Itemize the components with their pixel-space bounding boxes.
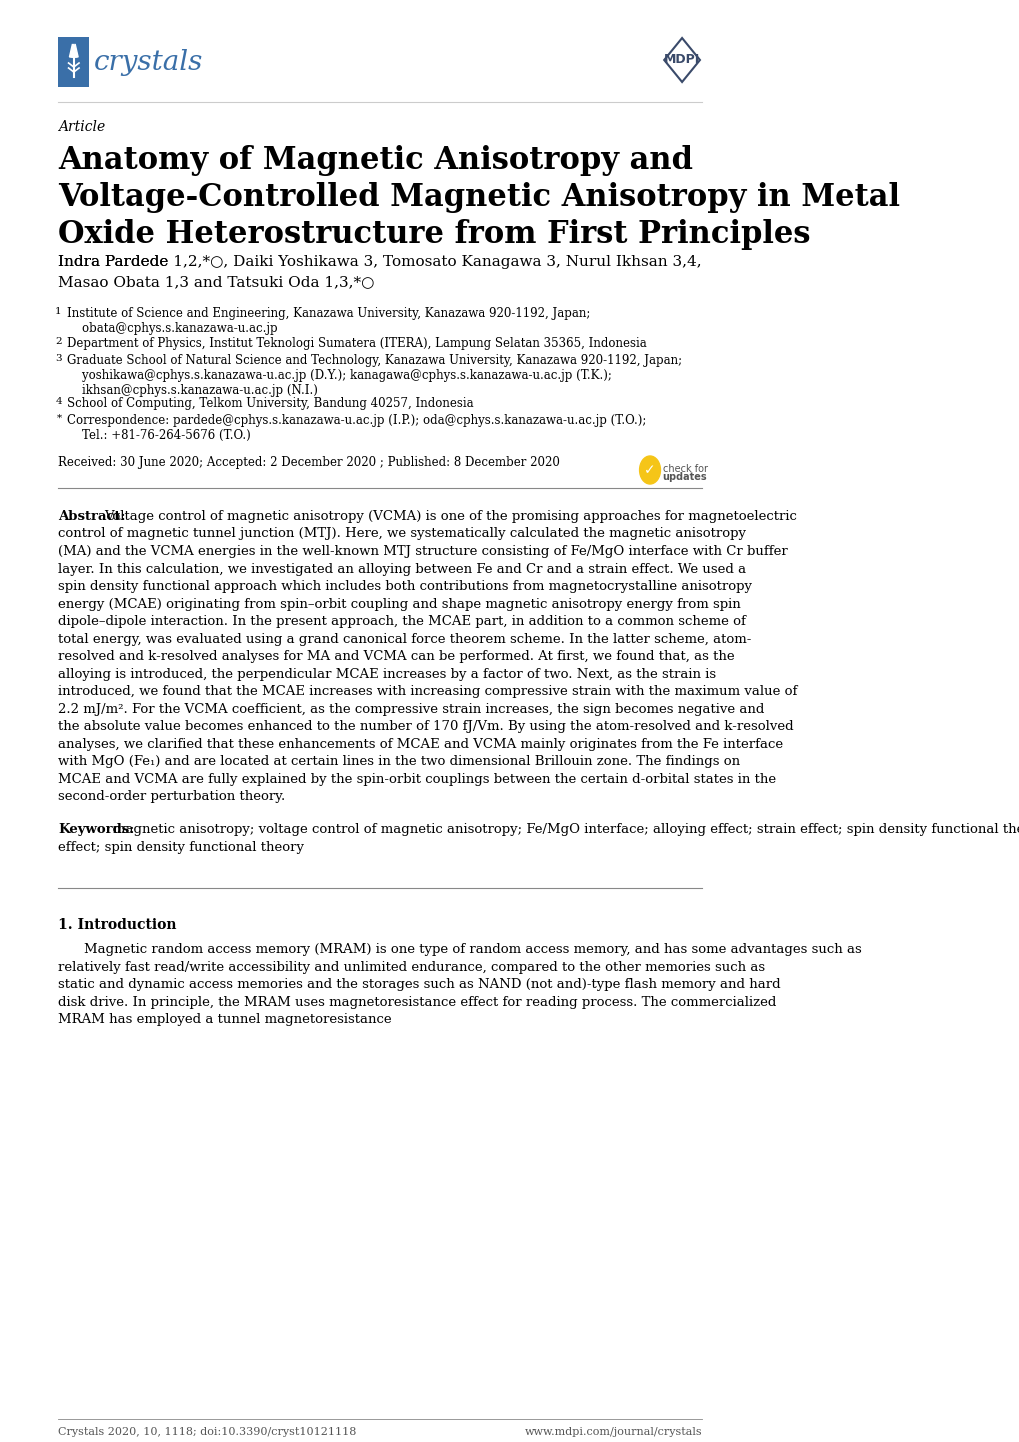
Text: disk drive. In principle, the MRAM uses magnetoresistance effect for reading pro: disk drive. In principle, the MRAM uses … bbox=[58, 995, 775, 1008]
Text: 2.2 mJ/m². For the VCMA coefficient, as the compressive strain increases, the si: 2.2 mJ/m². For the VCMA coefficient, as … bbox=[58, 702, 764, 715]
Text: Masao Obata 1,3 and Tatsuki Oda 1,3,*○: Masao Obata 1,3 and Tatsuki Oda 1,3,*○ bbox=[58, 275, 374, 288]
Polygon shape bbox=[72, 45, 78, 58]
Text: Department of Physics, Institut Teknologi Sumatera (ITERA), Lampung Selatan 3536: Department of Physics, Institut Teknolog… bbox=[67, 337, 646, 350]
Text: control of magnetic tunnel junction (MTJ). Here, we systematically calculated th: control of magnetic tunnel junction (MTJ… bbox=[58, 528, 746, 541]
Polygon shape bbox=[69, 45, 75, 58]
Text: Indra Pardede 1,2,*○, Daiki Yoshikawa 3, Tomosato Kanagawa 3, Nurul Ikhsan 3,4,: Indra Pardede 1,2,*○, Daiki Yoshikawa 3,… bbox=[58, 255, 701, 270]
Text: (MA) and the VCMA energies in the well-known MTJ structure consisting of Fe/MgO : (MA) and the VCMA energies in the well-k… bbox=[58, 545, 787, 558]
Text: the absolute value becomes enhanced to the number of 170 fJ/Vm. By using the ato: the absolute value becomes enhanced to t… bbox=[58, 720, 793, 733]
Text: MDPI: MDPI bbox=[663, 53, 699, 66]
Text: effect; spin density functional theory: effect; spin density functional theory bbox=[58, 841, 304, 854]
Circle shape bbox=[639, 456, 660, 485]
Text: Voltage control of magnetic anisotropy (VCMA) is one of the promising approaches: Voltage control of magnetic anisotropy (… bbox=[104, 510, 797, 523]
Text: alloying is introduced, the perpendicular MCAE increases by a factor of two. Nex: alloying is introduced, the perpendicula… bbox=[58, 668, 715, 681]
Text: Institute of Science and Engineering, Kanazawa University, Kanazawa 920-1192, Ja: Institute of Science and Engineering, Ka… bbox=[67, 307, 590, 335]
Text: Indra Pardede: Indra Pardede bbox=[58, 255, 173, 270]
Text: introduced, we found that the MCAE increases with increasing compressive strain : introduced, we found that the MCAE incre… bbox=[58, 685, 797, 698]
Text: School of Computing, Telkom University, Bandung 40257, Indonesia: School of Computing, Telkom University, … bbox=[67, 397, 473, 410]
Text: 1. Introduction: 1. Introduction bbox=[58, 919, 176, 932]
Text: second-order perturbation theory.: second-order perturbation theory. bbox=[58, 790, 285, 803]
Text: MRAM has employed a tunnel magnetoresistance: MRAM has employed a tunnel magnetoresist… bbox=[58, 1012, 391, 1027]
Text: Anatomy of Magnetic Anisotropy and
Voltage-Controlled Magnetic Anisotropy in Met: Anatomy of Magnetic Anisotropy and Volta… bbox=[58, 146, 899, 249]
Text: 4: 4 bbox=[55, 397, 62, 407]
Text: resolved and k-resolved analyses for MA and VCMA can be performed. At first, we : resolved and k-resolved analyses for MA … bbox=[58, 650, 734, 663]
Text: dipole–dipole interaction. In the present approach, the MCAE part, in addition t: dipole–dipole interaction. In the presen… bbox=[58, 614, 745, 629]
Text: Graduate School of Natural Science and Technology, Kanazawa University, Kanazawa: Graduate School of Natural Science and T… bbox=[67, 353, 682, 397]
Text: static and dynamic access memories and the storages such as NAND (not and)-type : static and dynamic access memories and t… bbox=[58, 978, 780, 991]
Text: updates: updates bbox=[662, 472, 706, 482]
Text: Keywords:: Keywords: bbox=[58, 822, 135, 835]
Text: Article: Article bbox=[58, 120, 105, 134]
Text: crystals: crystals bbox=[94, 49, 203, 75]
Text: with MgO (Fe₁) and are located at certain lines in the two dimensional Brillouin: with MgO (Fe₁) and are located at certai… bbox=[58, 756, 740, 769]
Text: 2: 2 bbox=[55, 337, 62, 346]
Text: *: * bbox=[57, 414, 62, 423]
Text: 1: 1 bbox=[55, 307, 62, 316]
Text: Correspondence: pardede@cphys.s.kanazawa-u.ac.jp (I.P.); oda@cphys.s.kanazawa-u.: Correspondence: pardede@cphys.s.kanazawa… bbox=[67, 414, 646, 443]
Text: magnetic anisotropy; voltage control of magnetic anisotropy; Fe/MgO interface; a: magnetic anisotropy; voltage control of … bbox=[112, 822, 1019, 835]
Text: Crystals 2020, 10, 1118; doi:10.3390/cryst10121118: Crystals 2020, 10, 1118; doi:10.3390/cry… bbox=[58, 1428, 357, 1438]
Text: Abstract:: Abstract: bbox=[58, 510, 125, 523]
FancyBboxPatch shape bbox=[58, 37, 90, 87]
Text: layer. In this calculation, we investigated an alloying between Fe and Cr and a : layer. In this calculation, we investiga… bbox=[58, 562, 746, 575]
Text: Magnetic random access memory (MRAM) is one type of random access memory, and ha: Magnetic random access memory (MRAM) is … bbox=[85, 943, 861, 956]
Text: total energy, was evaluated using a grand canonical force theorem scheme. In the: total energy, was evaluated using a gran… bbox=[58, 633, 751, 646]
Text: analyses, we clarified that these enhancements of MCAE and VCMA mainly originate: analyses, we clarified that these enhanc… bbox=[58, 737, 783, 750]
Text: spin density functional approach which includes both contributions from magnetoc: spin density functional approach which i… bbox=[58, 580, 751, 593]
Text: check for: check for bbox=[662, 464, 707, 474]
Text: MCAE and VCMA are fully explained by the spin-orbit couplings between the certai: MCAE and VCMA are fully explained by the… bbox=[58, 773, 775, 786]
Polygon shape bbox=[70, 45, 76, 58]
Text: ✓: ✓ bbox=[644, 463, 655, 477]
Text: energy (MCAE) originating from spin–orbit coupling and shape magnetic anisotropy: energy (MCAE) originating from spin–orbi… bbox=[58, 597, 740, 610]
Text: relatively fast read/write accessibility and unlimited endurance, compared to th: relatively fast read/write accessibility… bbox=[58, 960, 764, 973]
Text: 3: 3 bbox=[55, 353, 62, 363]
Text: www.mdpi.com/journal/crystals: www.mdpi.com/journal/crystals bbox=[524, 1428, 701, 1438]
Text: Received: 30 June 2020; Accepted: 2 December 2020 ; Published: 8 December 2020: Received: 30 June 2020; Accepted: 2 Dece… bbox=[58, 456, 559, 469]
